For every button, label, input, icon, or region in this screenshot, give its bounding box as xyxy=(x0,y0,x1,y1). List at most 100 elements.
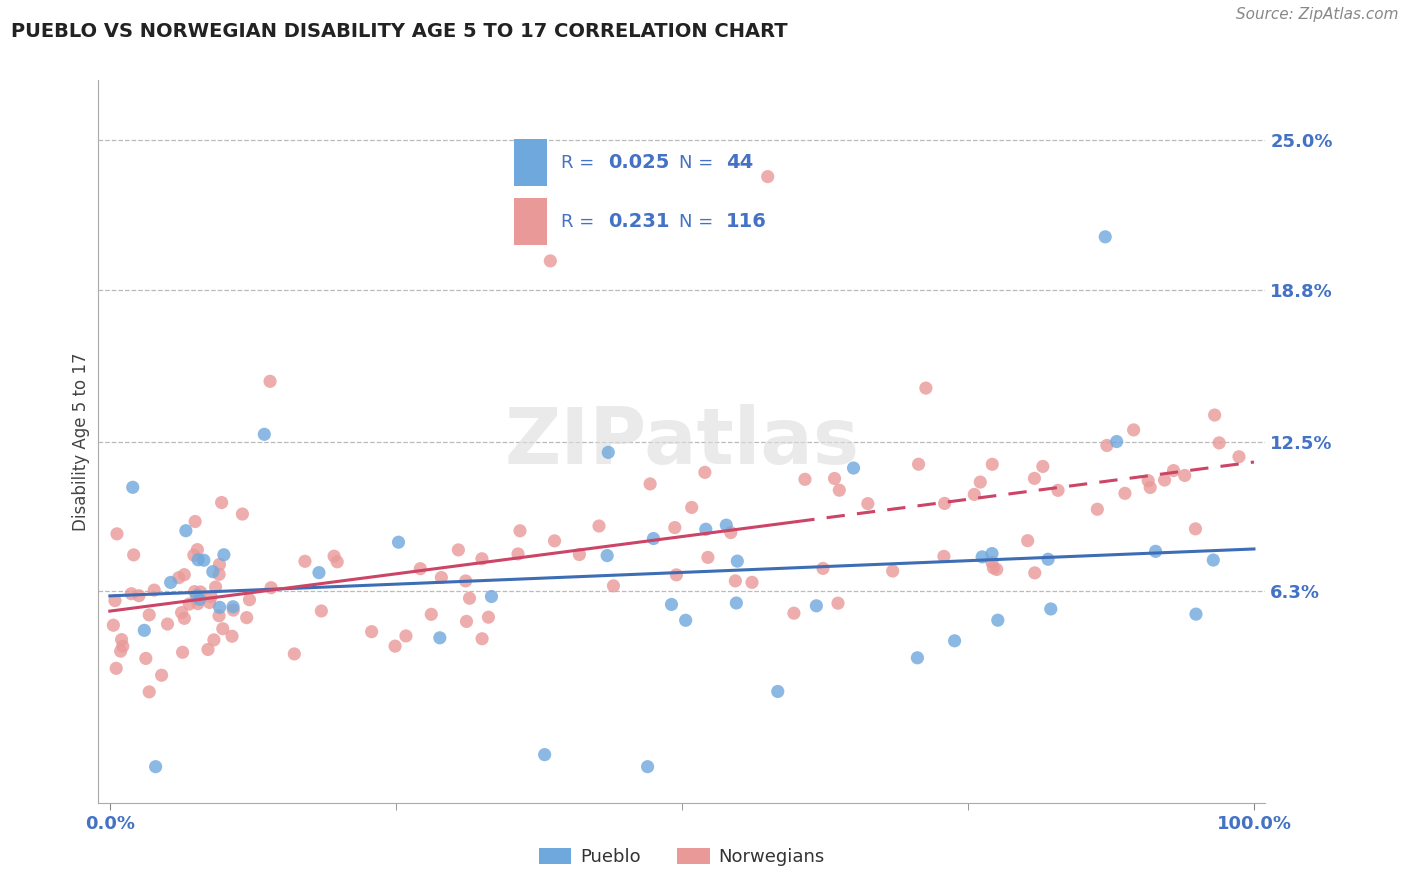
Point xyxy=(533,747,555,762)
Point xyxy=(387,535,409,549)
Point xyxy=(477,610,499,624)
Point xyxy=(972,549,994,564)
Point xyxy=(208,608,231,623)
Point xyxy=(506,547,529,561)
Point xyxy=(188,592,211,607)
Point xyxy=(183,584,205,599)
Point xyxy=(294,554,316,568)
Point xyxy=(105,526,128,541)
Point xyxy=(202,632,225,647)
Point xyxy=(1095,438,1118,452)
Point xyxy=(741,575,763,590)
Point xyxy=(842,461,865,475)
Point xyxy=(725,596,748,610)
Point xyxy=(643,532,665,546)
Point xyxy=(568,548,591,562)
Point xyxy=(121,480,143,494)
Point xyxy=(986,562,1008,576)
Point xyxy=(174,524,197,538)
Point xyxy=(179,597,201,611)
Point xyxy=(204,580,226,594)
Point xyxy=(222,603,245,617)
Point xyxy=(806,599,828,613)
Point xyxy=(882,564,904,578)
Point xyxy=(197,642,219,657)
Point xyxy=(696,550,718,565)
Text: N =: N = xyxy=(679,212,718,231)
Point xyxy=(420,607,443,622)
Point xyxy=(138,685,160,699)
Point xyxy=(1174,468,1197,483)
Point xyxy=(664,520,686,534)
Point xyxy=(122,548,145,562)
Point xyxy=(1204,408,1226,422)
Point xyxy=(134,624,156,638)
Point xyxy=(693,466,716,480)
Point xyxy=(811,561,834,575)
Point xyxy=(409,562,432,576)
Point xyxy=(827,596,849,610)
Point xyxy=(170,606,193,620)
Point xyxy=(159,575,181,590)
Point xyxy=(675,613,697,627)
Point xyxy=(934,496,956,510)
Point xyxy=(1105,434,1128,449)
Point xyxy=(110,644,132,658)
Point xyxy=(110,632,132,647)
Point xyxy=(681,500,703,515)
Point xyxy=(447,542,470,557)
Point xyxy=(980,555,1002,569)
Text: Source: ZipAtlas.com: Source: ZipAtlas.com xyxy=(1236,7,1399,22)
Point xyxy=(211,622,233,636)
Point xyxy=(1153,473,1175,487)
Point xyxy=(824,471,846,485)
Point xyxy=(471,632,494,646)
Point xyxy=(1208,435,1230,450)
Point xyxy=(1039,602,1062,616)
Point xyxy=(283,647,305,661)
Text: 0.025: 0.025 xyxy=(609,153,669,172)
Point xyxy=(238,592,260,607)
Point xyxy=(915,381,938,395)
Point xyxy=(981,547,1004,561)
Point xyxy=(143,583,166,598)
Point xyxy=(1024,471,1046,485)
Point xyxy=(308,566,330,580)
Point xyxy=(637,760,659,774)
Point xyxy=(208,558,231,572)
Point xyxy=(598,445,620,459)
Text: N =: N = xyxy=(679,154,718,172)
Point xyxy=(1139,480,1161,494)
Point xyxy=(311,604,333,618)
Point xyxy=(187,597,209,611)
Point xyxy=(963,487,986,501)
Point xyxy=(208,567,231,582)
Bar xyxy=(515,198,547,245)
Text: ZIPatlas: ZIPatlas xyxy=(505,403,859,480)
Point xyxy=(1144,544,1167,558)
Point xyxy=(231,507,253,521)
Bar xyxy=(515,139,547,186)
Point xyxy=(907,457,929,471)
Point xyxy=(665,567,688,582)
Point xyxy=(1085,502,1108,516)
Point xyxy=(183,548,205,562)
Point xyxy=(458,591,481,606)
Point xyxy=(932,549,955,564)
Point xyxy=(783,606,806,620)
Point xyxy=(187,553,209,567)
Point xyxy=(983,561,1005,575)
Point xyxy=(198,595,221,609)
Point xyxy=(260,581,283,595)
Point xyxy=(1184,522,1206,536)
Point xyxy=(716,518,738,533)
Text: 0.231: 0.231 xyxy=(609,212,671,231)
Point xyxy=(596,549,619,563)
Point xyxy=(1017,533,1039,548)
Point xyxy=(173,567,195,582)
Point xyxy=(120,587,142,601)
Point xyxy=(235,610,257,624)
Point xyxy=(172,645,194,659)
Point xyxy=(695,522,717,536)
Point xyxy=(323,549,346,564)
